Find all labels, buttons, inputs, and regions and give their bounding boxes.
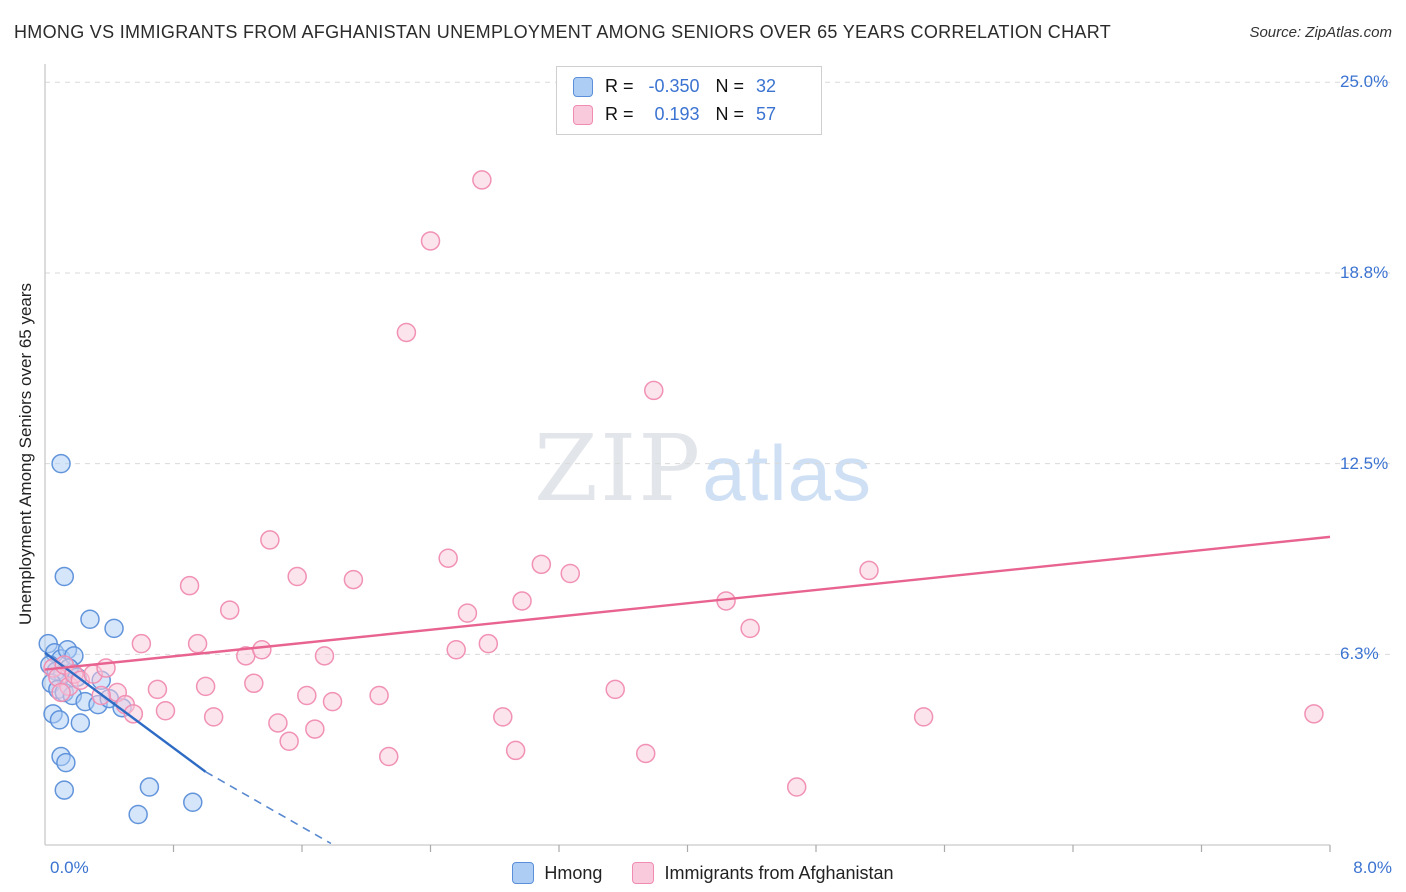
stats-row-afghanistan: R = 0.193 N = 57 [573, 104, 807, 125]
afghanistan-legend-label: Immigrants from Afghanistan [664, 862, 894, 883]
watermark: ZIPatlas [0, 415, 1406, 522]
x-axis-min-label: 0.0% [50, 858, 89, 877]
legend-item-afghanistan[interactable]: Immigrants from Afghanistan [632, 862, 894, 884]
watermark-zip: ZIP [534, 415, 703, 522]
y-tick-label: 18.8% [1340, 262, 1389, 282]
y-tick-label: 6.3% [1340, 644, 1379, 664]
r-label: R = [605, 76, 634, 96]
r-value-hmong: -0.350 [648, 76, 700, 96]
page-title: HMONG VS IMMIGRANTS FROM AFGHANISTAN UNE… [14, 22, 1111, 42]
y-tick-label: 12.5% [1340, 453, 1389, 473]
r-label: R = [605, 104, 634, 124]
source-attribution: Source: ZipAtlas.com [1249, 24, 1392, 41]
afghanistan-legend-swatch [632, 862, 655, 884]
r-value-afghanistan: 0.193 [654, 104, 700, 124]
hmong-color-swatch [573, 76, 593, 97]
n-label: N = [715, 76, 745, 96]
hmong-legend-label: Hmong [544, 862, 603, 883]
correlation-stats-legend: R = -0.350 N = 32 R = 0.193 N = 57 [556, 66, 822, 135]
n-value-hmong: 32 [756, 76, 777, 96]
stats-row-hmong: R = -0.350 N = 32 [573, 76, 807, 97]
n-label: N = [715, 104, 745, 124]
afghanistan-color-swatch [573, 104, 593, 125]
series-legend: Hmong Immigrants from Afghanistan [0, 862, 1406, 884]
legend-item-hmong[interactable]: Hmong [512, 862, 602, 884]
hmong-legend-swatch [512, 862, 535, 884]
n-value-afghanistan: 57 [756, 104, 777, 124]
x-axis-max-label: 8.0% [1353, 858, 1392, 877]
y-tick-label: 25.0% [1340, 72, 1389, 92]
watermark-atlas: atlas [702, 429, 872, 517]
